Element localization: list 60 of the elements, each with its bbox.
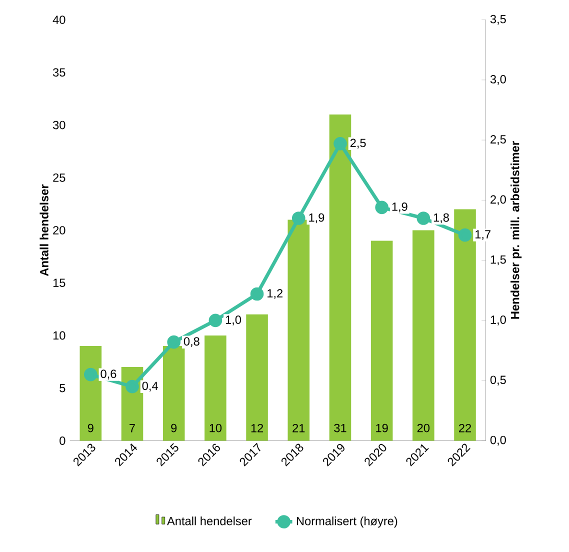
point [458,228,472,242]
y-tick-label: 20 [53,226,66,235]
bar [288,220,310,441]
bar [412,230,434,441]
data-label: 1,8 [434,214,449,224]
y2-tick-label: 1,0 [490,316,506,326]
y-tick-label: 15 [53,278,66,288]
bar [162,346,185,441]
y-tick-label: 0 [60,436,66,446]
y-tick-label: 35 [52,68,66,77]
y-tick-label: 25 [53,174,66,182]
point [84,368,98,382]
point [334,137,347,151]
y-tick-label: 30 [52,121,66,130]
data-label: 2,5 [350,138,366,149]
data-label: 1,9 [309,214,324,224]
y-tick-label: 40 [52,16,66,24]
bar [246,314,268,441]
y2-tick-label: 3,5 [490,15,506,25]
y2-tick-label: 3,0 [490,75,506,86]
y-axis-title: Antall hendelser [40,184,48,276]
data-label: 1,9 [392,202,408,212]
y2-tick-label: 0,5 [490,376,506,386]
data-label: 10 [210,424,222,432]
data-label: 9 [88,424,94,432]
data-label: 31 [334,424,346,432]
point [208,314,222,328]
point [416,212,430,226]
data-label: 1,7 [476,230,490,240]
bar [80,346,102,441]
y2-tick-label: 2,0 [490,195,506,206]
y-tick-label: 10 [53,331,66,340]
data-label: 22 [459,424,471,432]
y2-tick-label: 0,0 [490,436,506,446]
data-label: 7 [130,424,135,432]
point [375,200,388,214]
data-label: 19 [376,424,388,432]
y2-tick-label: 1,5 [490,256,506,266]
legend-label: Normalisert (høyre) [296,516,398,528]
point [167,336,181,349]
point [250,288,264,301]
bar [329,114,352,441]
bar [204,336,226,441]
bar [454,209,476,441]
data-label: 1,2 [268,289,282,300]
data-label: 12 [251,424,264,432]
data-label: 0,8 [184,337,200,348]
data-label: 21 [292,424,305,432]
data-label: 20 [417,424,430,432]
data-label: 0,4 [142,382,158,392]
bar [370,240,393,441]
data-label: 0,6 [100,370,116,380]
y2-axis-title: Hendelser pr. mill. arbeidstimer [510,141,522,319]
y-tick-label: 5 [60,384,66,392]
data-label: 1,0 [226,316,242,326]
data-label: 9 [171,424,177,432]
point [126,380,139,394]
y2-tick-label: 2,5 [490,135,506,146]
point [292,212,306,226]
legend-label: Antall hendelser [167,516,252,526]
